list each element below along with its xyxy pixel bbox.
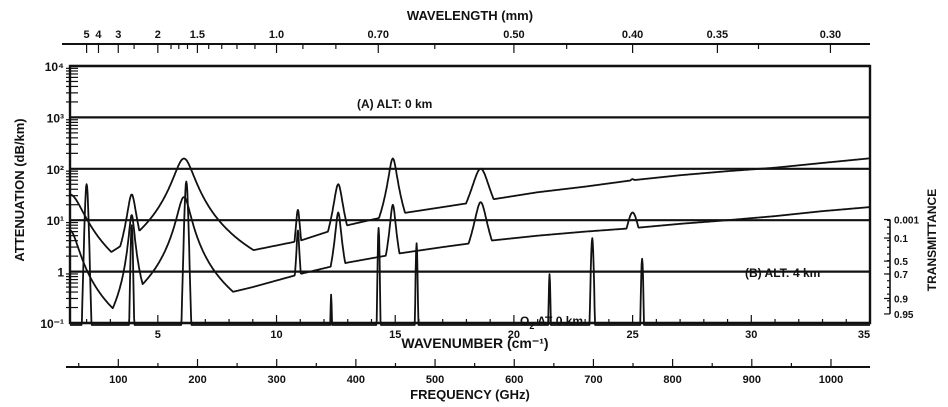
series-b-label: (B) ALT: 4 km bbox=[745, 266, 820, 280]
wavelength-tick-label: 4 bbox=[95, 29, 102, 41]
x-tick-label: 30 bbox=[745, 329, 757, 341]
transmittance-tick-label: 0.9 bbox=[894, 294, 908, 305]
series-line-alt-4km bbox=[69, 196, 871, 310]
wavelength-tick-label: 1.5 bbox=[190, 29, 205, 41]
plot-area bbox=[68, 64, 872, 326]
transmittance-tick-label: 0.1 bbox=[894, 234, 908, 245]
wavelength-tick-label: 0.50 bbox=[503, 29, 524, 41]
frequency-tick-label: 300 bbox=[268, 374, 286, 386]
frequency-tick-label: 200 bbox=[188, 374, 206, 386]
frequency-tick-label: 400 bbox=[347, 374, 365, 386]
y-tick-label: 10¹ bbox=[47, 214, 64, 228]
series-line-alt-0km bbox=[69, 157, 871, 253]
wavelength-tick-label: 2 bbox=[155, 29, 161, 41]
x-tick-label: 20 bbox=[508, 329, 520, 341]
y-axis: 10⁻¹ 1 10¹ 10² 10³ 10⁴ bbox=[40, 60, 78, 331]
wavelength-tick-label: 0.40 bbox=[622, 29, 643, 41]
frequency-tick-label: 600 bbox=[505, 374, 523, 386]
frequency-tick-label: 1000 bbox=[819, 374, 843, 386]
frequency-axis-title: FREQUENCY (GHz) bbox=[410, 387, 530, 402]
x-tick-label: 35 bbox=[858, 329, 870, 341]
frequency-tick-label: 500 bbox=[426, 374, 444, 386]
y-axis-title: ATTENUATION (dB/km) bbox=[12, 118, 27, 261]
y-tick-label: 1 bbox=[57, 266, 64, 280]
wavelength-tick-label: 0.70 bbox=[368, 29, 389, 41]
wavelength-tick-label: 0.35 bbox=[707, 29, 728, 41]
transmittance-tick-label: 0.95 bbox=[894, 310, 914, 321]
y-tick-label: 10⁴ bbox=[45, 60, 64, 74]
y-tick-label: 10² bbox=[47, 163, 64, 177]
wavelength-tick-label: 0.30 bbox=[820, 29, 841, 41]
x-tick-label: 25 bbox=[626, 329, 638, 341]
transmittance-axis-title: TRANSMITTANCE bbox=[925, 189, 939, 291]
wavenumber-axis-title: WAVENUMBER (cm⁻¹) bbox=[401, 335, 548, 351]
top-axis: 5 4 3 2 1.5 1.0 0.70 0.50 0.40 0.35 0.30 bbox=[62, 29, 870, 53]
series-a-label: (A) ALT: 0 km bbox=[357, 97, 432, 111]
o2-series-label: O2 AT 0 km bbox=[520, 314, 583, 331]
top-axis-title: WAVELENGTH (mm) bbox=[407, 8, 533, 23]
frequency-tick-label: 900 bbox=[743, 374, 761, 386]
y-tick-label: 10³ bbox=[47, 111, 64, 125]
frequency-tick-label: 700 bbox=[584, 374, 602, 386]
wavelength-tick-label: 3 bbox=[115, 29, 121, 41]
x-tick-label: 15 bbox=[389, 329, 401, 341]
x-tick-label: 5 bbox=[155, 329, 161, 341]
y-tick-label: 10⁻¹ bbox=[40, 317, 64, 331]
transmittance-tick-label: 0.5 bbox=[894, 257, 908, 268]
wavelength-tick-label: 5 bbox=[84, 29, 90, 41]
transmittance-axis: 0.001 0.1 0.5 0.7 0.9 0.95 bbox=[884, 216, 919, 321]
frequency-tick-label: 800 bbox=[663, 374, 681, 386]
wavelength-tick-label: 1.0 bbox=[269, 29, 284, 41]
transmittance-tick-label: 0.001 bbox=[894, 216, 919, 227]
frequency-tick-label: 100 bbox=[109, 374, 127, 386]
wavenumber-axis: 5 10 15 20 25 30 35 bbox=[86, 315, 871, 341]
transmittance-tick-label: 0.7 bbox=[894, 270, 908, 281]
frequency-axis: 100 200 300 400 500 600 700 800 900 1000 bbox=[66, 359, 870, 386]
x-tick-label: 10 bbox=[270, 329, 282, 341]
series-line-o2-0km bbox=[69, 180, 871, 326]
